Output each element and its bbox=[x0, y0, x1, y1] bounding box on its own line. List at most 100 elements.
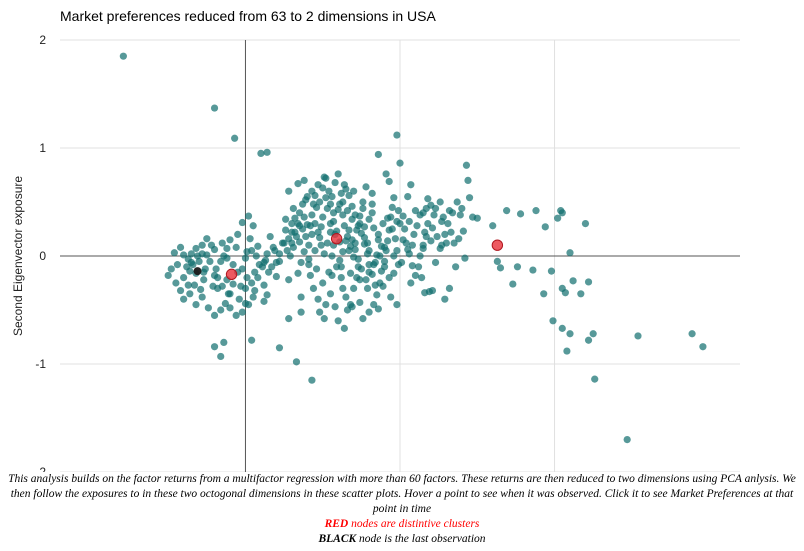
data-point[interactable] bbox=[319, 279, 327, 287]
data-point[interactable] bbox=[317, 223, 325, 231]
data-point[interactable] bbox=[436, 198, 444, 206]
data-point[interactable] bbox=[322, 301, 330, 309]
data-point[interactable] bbox=[294, 269, 302, 277]
data-point[interactable] bbox=[509, 280, 517, 288]
data-point[interactable] bbox=[283, 247, 291, 255]
data-point[interactable] bbox=[360, 223, 369, 231]
data-point[interactable] bbox=[305, 255, 313, 263]
data-point[interactable] bbox=[223, 244, 231, 253]
data-point[interactable] bbox=[164, 271, 172, 280]
data-point[interactable] bbox=[377, 242, 386, 250]
data-point[interactable] bbox=[295, 209, 304, 217]
data-point[interactable] bbox=[353, 226, 361, 234]
data-point[interactable] bbox=[384, 237, 392, 245]
data-point[interactable] bbox=[180, 251, 188, 259]
data-point[interactable] bbox=[428, 286, 437, 295]
data-point[interactable] bbox=[303, 193, 311, 201]
data-point[interactable] bbox=[445, 207, 454, 215]
data-point[interactable] bbox=[343, 207, 352, 215]
data-point[interactable] bbox=[356, 212, 364, 220]
data-point[interactable] bbox=[297, 308, 305, 316]
data-point[interactable] bbox=[317, 241, 325, 249]
data-point[interactable] bbox=[445, 284, 454, 292]
data-point[interactable] bbox=[214, 284, 222, 292]
data-point[interactable] bbox=[285, 235, 293, 243]
data-point[interactable] bbox=[288, 220, 296, 228]
data-point[interactable] bbox=[285, 276, 293, 284]
data-point[interactable] bbox=[340, 222, 348, 230]
data-point[interactable] bbox=[268, 263, 276, 271]
data-point[interactable] bbox=[414, 263, 423, 271]
data-point[interactable] bbox=[348, 215, 356, 223]
data-point[interactable] bbox=[379, 220, 387, 228]
data-point[interactable] bbox=[380, 257, 389, 265]
data-point[interactable] bbox=[529, 266, 537, 274]
data-point[interactable] bbox=[558, 324, 566, 332]
data-point[interactable] bbox=[238, 308, 246, 316]
data-point[interactable] bbox=[391, 235, 399, 243]
data-point[interactable] bbox=[427, 237, 435, 245]
data-point[interactable] bbox=[316, 198, 324, 206]
data-point[interactable] bbox=[424, 220, 432, 228]
data-point[interactable] bbox=[218, 239, 226, 247]
data-point[interactable] bbox=[294, 220, 302, 228]
data-point[interactable] bbox=[300, 213, 308, 221]
data-point[interactable] bbox=[278, 239, 287, 247]
data-point[interactable] bbox=[384, 214, 392, 222]
data-point[interactable] bbox=[591, 375, 599, 383]
cluster-point[interactable] bbox=[491, 239, 504, 251]
data-point[interactable] bbox=[365, 268, 373, 276]
data-point[interactable] bbox=[563, 347, 571, 355]
data-point[interactable] bbox=[540, 290, 548, 298]
data-point[interactable] bbox=[212, 265, 220, 273]
data-point[interactable] bbox=[309, 200, 318, 208]
data-point[interactable] bbox=[407, 181, 415, 189]
data-point[interactable] bbox=[248, 247, 256, 255]
data-point[interactable] bbox=[416, 211, 424, 219]
data-point[interactable] bbox=[549, 317, 557, 325]
data-point[interactable] bbox=[221, 299, 229, 308]
data-point[interactable] bbox=[291, 214, 299, 222]
data-point[interactable] bbox=[456, 211, 464, 219]
data-point[interactable] bbox=[447, 228, 455, 236]
data-point[interactable] bbox=[368, 200, 376, 208]
data-point[interactable] bbox=[589, 330, 597, 338]
data-point[interactable] bbox=[489, 222, 497, 230]
data-point[interactable] bbox=[337, 274, 345, 282]
data-point[interactable] bbox=[217, 352, 225, 361]
data-point[interactable] bbox=[275, 250, 284, 258]
data-point[interactable] bbox=[339, 284, 347, 292]
data-point[interactable] bbox=[459, 227, 467, 235]
data-point[interactable] bbox=[210, 343, 219, 351]
data-point[interactable] bbox=[351, 245, 359, 254]
data-point[interactable] bbox=[462, 161, 471, 169]
data-point[interactable] bbox=[455, 235, 463, 243]
data-point[interactable] bbox=[220, 252, 228, 260]
data-point[interactable] bbox=[393, 301, 401, 309]
data-point[interactable] bbox=[464, 176, 472, 184]
data-point[interactable] bbox=[359, 198, 367, 206]
data-point[interactable] bbox=[577, 290, 585, 298]
data-point[interactable] bbox=[424, 195, 432, 203]
data-point[interactable] bbox=[266, 232, 274, 241]
data-point[interactable] bbox=[263, 250, 271, 258]
data-point[interactable] bbox=[206, 257, 214, 265]
data-point[interactable] bbox=[418, 274, 426, 282]
data-point[interactable] bbox=[210, 311, 219, 319]
data-point[interactable] bbox=[289, 204, 297, 213]
data-point[interactable] bbox=[306, 271, 314, 280]
data-point[interactable] bbox=[286, 252, 294, 260]
data-point[interactable] bbox=[297, 258, 305, 267]
data-point[interactable] bbox=[254, 242, 262, 250]
data-point[interactable] bbox=[192, 244, 200, 253]
data-point[interactable] bbox=[312, 265, 321, 273]
data-point[interactable] bbox=[295, 238, 304, 246]
data-point[interactable] bbox=[461, 254, 469, 262]
data-point[interactable] bbox=[399, 212, 407, 220]
data-point[interactable] bbox=[394, 207, 403, 215]
data-point[interactable] bbox=[405, 217, 413, 226]
data-point[interactable] bbox=[186, 290, 194, 298]
data-point[interactable] bbox=[374, 305, 382, 313]
data-point[interactable] bbox=[214, 274, 222, 282]
data-point[interactable] bbox=[260, 297, 268, 305]
